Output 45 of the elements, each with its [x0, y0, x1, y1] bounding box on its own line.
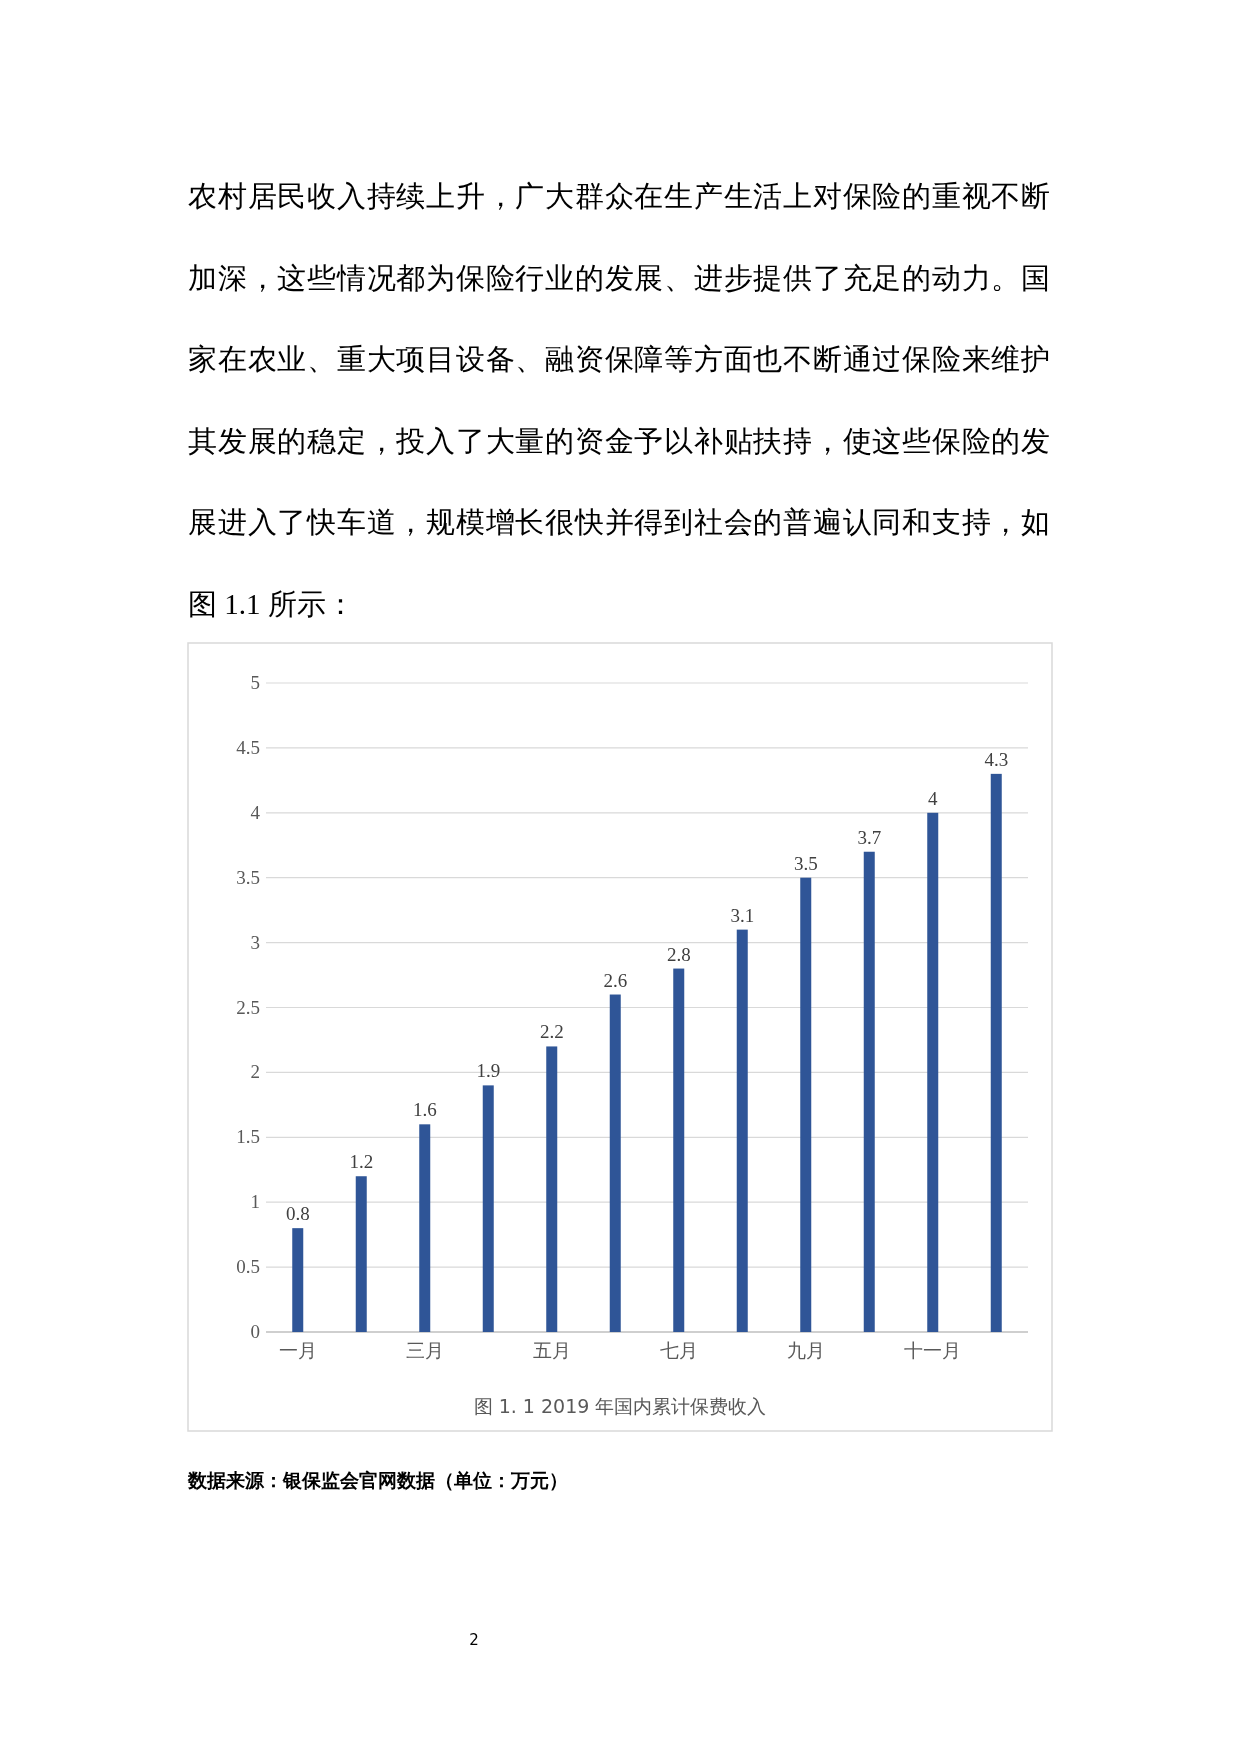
y-tick-label: 2.5: [236, 996, 260, 1018]
bar: [736, 929, 748, 1332]
data-label: 4.3: [984, 748, 1009, 770]
x-tick-label: 十一月: [904, 1339, 962, 1361]
y-tick-label: 3.5: [236, 866, 260, 888]
text: 2: [469, 1631, 479, 1649]
x-tick-label: 九月: [786, 1339, 825, 1361]
x-tick-label: 三月: [405, 1339, 444, 1361]
data-label: 0.8: [285, 1203, 310, 1225]
data-label: 3.1: [730, 904, 755, 926]
bar: [546, 1046, 558, 1332]
bar: [419, 1124, 431, 1332]
y-tick-label: 4.5: [236, 736, 260, 758]
x-tick-label: 五月: [532, 1339, 571, 1361]
text: 图 1. 1 2019 年国内累计保费收入: [473, 1395, 767, 1417]
x-tick-label: 七月: [659, 1339, 698, 1361]
x-tick-label: 一月: [278, 1339, 317, 1361]
bar: [292, 1228, 304, 1332]
source-note: 数据来源：银保监会官网数据（单位：万元）: [187, 1469, 568, 1491]
bar: [863, 851, 875, 1332]
bar: [482, 1085, 494, 1332]
y-tick-label: 3: [250, 931, 260, 953]
bar: [609, 994, 621, 1332]
data-label: 3.5: [793, 852, 818, 874]
bar: [355, 1176, 367, 1332]
y-tick-label: 0.5: [236, 1256, 260, 1278]
bar: [800, 877, 812, 1332]
bar: [927, 812, 939, 1332]
data-label: 1.9: [476, 1060, 501, 1082]
data-label: 4: [928, 787, 938, 809]
y-tick-label: 1: [250, 1191, 260, 1213]
text: 农村居民收入持续上升，广大群众在生产生活上对保险的重视不断加深，这些情况都为保险行业的发展、进步提供了充足的动力。国家在农业、重大项目设备、融资保障等方面也不断通过保险来维护其发展的稳定，投入了大量的资金予以补贴扶持，使这些保险的发展进入了快车道，规模增长很快并得到社会的普遍认同和支持，如图 1.1 所示：: [188, 180, 1050, 620]
y-tick-label: 0: [250, 1321, 260, 1342]
y-tick-label: 2: [250, 1061, 260, 1083]
data-label: 3.7: [857, 826, 882, 848]
y-tick-label: 5: [250, 672, 260, 693]
data-label: 2.6: [603, 969, 628, 991]
bar: [990, 773, 1002, 1332]
data-label: 2.8: [666, 943, 691, 965]
y-tick-label: 4: [250, 801, 261, 823]
y-tick-label: 1.5: [236, 1126, 260, 1148]
data-label: 2.2: [539, 1021, 564, 1043]
bar: [673, 968, 685, 1332]
data-label: 1.2: [349, 1151, 374, 1173]
data-label: 1.6: [412, 1099, 437, 1121]
